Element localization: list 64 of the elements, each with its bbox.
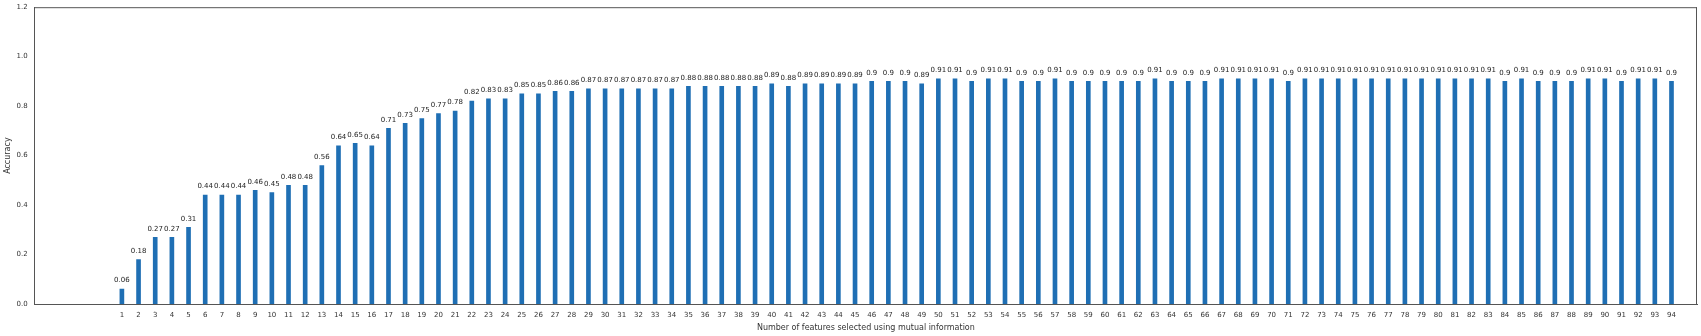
bar (486, 98, 491, 304)
bar (1185, 81, 1191, 304)
bar (1519, 78, 1524, 304)
bar (1135, 81, 1141, 304)
bar (236, 194, 241, 304)
bar (419, 118, 425, 304)
x-axis-title: Number of features selected using mutual information (756, 323, 975, 333)
bar (1535, 81, 1541, 304)
bar (302, 184, 308, 304)
bar (836, 83, 841, 304)
bar (586, 88, 591, 304)
bar (1169, 81, 1174, 304)
bar (286, 184, 291, 304)
bar (186, 227, 191, 304)
bar (636, 88, 641, 304)
bar (1235, 78, 1241, 304)
bar (469, 100, 475, 304)
bar (1635, 78, 1641, 304)
bar (386, 128, 391, 304)
bar (1569, 81, 1574, 304)
bar (619, 88, 625, 304)
bar (202, 194, 208, 304)
bar (536, 93, 541, 304)
bar (819, 83, 825, 304)
bar (686, 86, 691, 304)
bar (369, 145, 375, 304)
bar (519, 93, 525, 304)
bar (152, 236, 158, 304)
bar (719, 86, 725, 304)
bar (886, 81, 891, 304)
bar (919, 83, 925, 304)
bar (1285, 81, 1291, 304)
bar (869, 81, 875, 304)
bar (1219, 78, 1224, 304)
bar (252, 189, 258, 304)
bar (1469, 78, 1474, 304)
bar (736, 86, 741, 304)
bar (436, 113, 441, 304)
bar (1585, 78, 1591, 304)
bar (769, 83, 775, 304)
bar (336, 145, 341, 304)
bar (1119, 81, 1124, 304)
bar (786, 86, 791, 304)
bar (1419, 78, 1424, 304)
bar (1319, 78, 1324, 304)
bar (1369, 78, 1374, 304)
bar (1069, 81, 1074, 304)
bar (1085, 81, 1091, 304)
bar (136, 259, 141, 304)
bar (1385, 78, 1391, 304)
bar (969, 81, 974, 304)
bar (986, 78, 991, 304)
bar (669, 88, 675, 304)
bar (1669, 81, 1674, 304)
bar (1335, 78, 1341, 304)
bar (569, 90, 575, 304)
bar (1035, 81, 1041, 304)
bar (1019, 81, 1024, 304)
bar (1269, 78, 1274, 304)
bar (1485, 78, 1491, 304)
y-axis-title: Accuracy (2, 137, 12, 174)
bar (1619, 81, 1624, 304)
bar (936, 78, 941, 304)
bar (1435, 78, 1441, 304)
